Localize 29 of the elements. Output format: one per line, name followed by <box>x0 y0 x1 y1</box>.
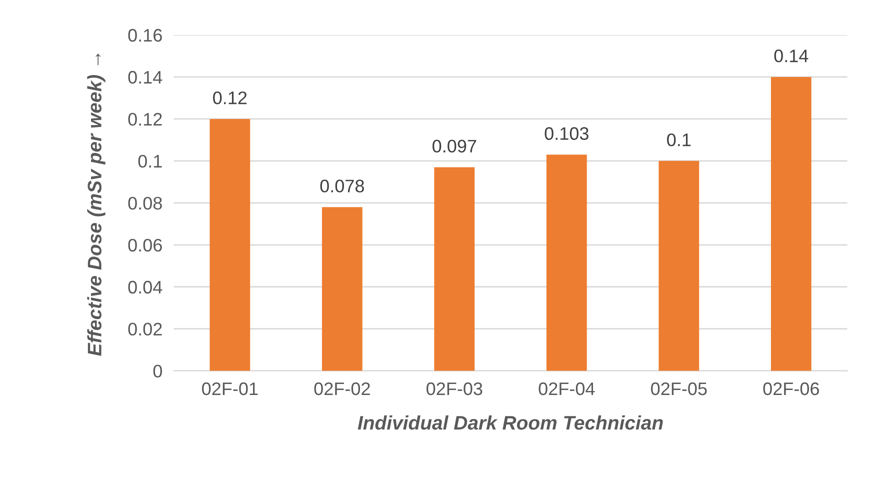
y-tick-label: 0.02 <box>128 322 162 336</box>
y-tick-label: 0 <box>153 364 162 378</box>
data-label: 0.14 <box>774 50 808 62</box>
x-tick-label: 02F-03 <box>426 382 482 396</box>
y-tick-label: 0.14 <box>128 70 162 84</box>
y-tick-label: 0.12 <box>128 112 162 126</box>
bar <box>658 160 700 371</box>
x-axis-title: Individual Dark Room Technician <box>358 415 663 430</box>
y-tick-label: 0.1 <box>138 154 162 168</box>
x-tick-label: 02F-05 <box>651 382 707 396</box>
x-tick-label: 02F-04 <box>538 382 595 396</box>
data-label: 0.1 <box>667 133 691 146</box>
data-label: 0.097 <box>432 140 476 153</box>
bar <box>322 207 362 371</box>
bar <box>210 118 250 371</box>
y-tick-label: 0.04 <box>128 280 162 294</box>
y-tick-label: 0.08 <box>128 196 162 210</box>
x-tick-label: 02F-06 <box>763 382 819 396</box>
x-tick-label: 02F-01 <box>202 382 258 396</box>
x-tick-label: 02F-02 <box>314 382 370 396</box>
data-label: 0.078 <box>320 180 364 192</box>
data-label: 0.12 <box>213 91 247 104</box>
bar <box>770 76 812 371</box>
data-label: 0.103 <box>544 127 588 140</box>
bar <box>546 154 587 371</box>
bar <box>434 167 475 371</box>
y-axis-title: Effective Dose (mSv per week) → <box>87 54 106 356</box>
y-tick-label: 0.06 <box>128 238 162 252</box>
y-tick-label: 0.16 <box>128 28 162 42</box>
